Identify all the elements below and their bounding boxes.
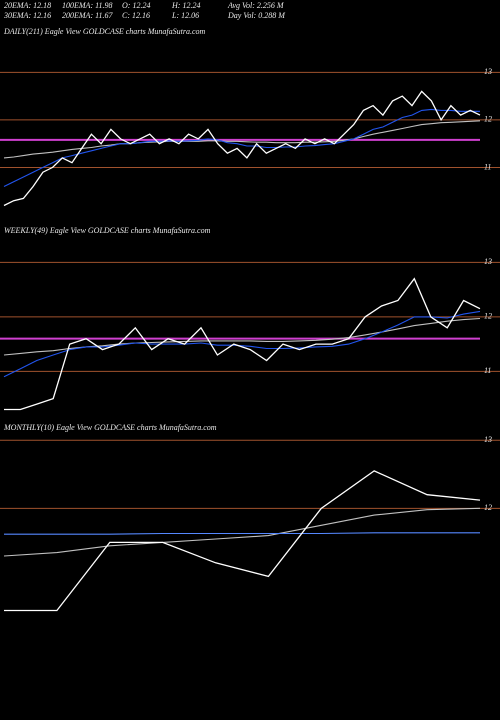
panel-title: WEEKLY(49) Eagle View GOLDCASE charts Mu… [4, 226, 211, 235]
y-tick-label: 13 [484, 257, 492, 266]
header-stat: H: 12.24 [171, 1, 200, 10]
header-stat: Avg Vol: 2.256 M [227, 1, 285, 10]
series-line [4, 277, 481, 411]
panel-title: DAILY(211) Eagle View GOLDCASE charts Mu… [3, 27, 206, 36]
header-stat: 100EMA: 11.98 [62, 1, 113, 10]
series-line [3, 317, 481, 356]
series-line [3, 310, 481, 378]
y-tick-label: 13 [484, 67, 492, 76]
y-tick-label: 12 [484, 503, 492, 512]
y-tick-label: 12 [484, 312, 492, 321]
series-line [3, 120, 481, 159]
header-stat: Day Vol: 0.288 M [227, 11, 286, 20]
header-stat: 200EMA: 11.67 [62, 11, 114, 20]
series-line [3, 108, 480, 187]
header-stat: 30EMA: 12.16 [3, 11, 51, 20]
y-tick-label: 13 [484, 435, 492, 444]
series-line [3, 90, 481, 207]
header-stat: 20EMA: 12.18 [4, 1, 51, 10]
header-stat: C: 12.16 [122, 11, 150, 20]
series-line [4, 470, 481, 612]
header-stat: O: 12.24 [122, 1, 150, 10]
y-tick-label: 11 [484, 162, 491, 171]
y-tick-label: 12 [484, 115, 492, 124]
series-line [3, 507, 481, 557]
panel-title: MONTHLY(10) Eagle View GOLDCASE charts M… [3, 423, 217, 432]
header-stat: L: 12.06 [171, 11, 199, 20]
series-line [4, 532, 480, 535]
y-tick-label: 11 [484, 366, 491, 375]
